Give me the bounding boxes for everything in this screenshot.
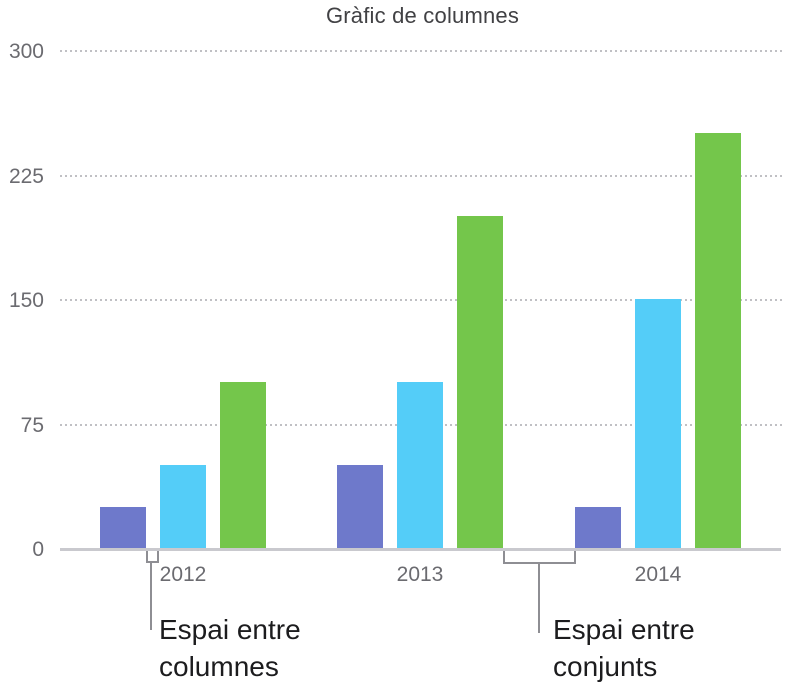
bar-series-3-2013 [457, 216, 503, 548]
chart-title: Gràfic de columnes [325, 3, 520, 28]
bar-series-1-2014 [575, 506, 621, 548]
y-tick-label: 225 [8, 164, 44, 188]
x-category-label: 2014 [634, 563, 682, 586]
gridline [60, 50, 783, 52]
bar-series-2-2014 [635, 299, 681, 548]
gridline [60, 299, 783, 301]
bar-series-2-2012 [160, 465, 206, 548]
bar-series-3-2014 [695, 133, 741, 548]
bar-series-1-2012 [100, 506, 146, 548]
callout-line: Espai entre [159, 614, 301, 645]
set-gap-label: Espai entre conjunts [553, 611, 695, 685]
set-gap-callout-line [538, 563, 540, 633]
callout-line: Espai entre [553, 614, 695, 645]
y-tick-label: 150 [8, 289, 44, 312]
x-axis-line [60, 548, 781, 551]
y-tick-label: 75 [20, 413, 44, 437]
gridline [60, 174, 783, 177]
x-category-label: 2013 [396, 563, 444, 586]
x-category-label: 2012 [159, 563, 207, 586]
callout-line: columnes [159, 651, 279, 682]
column-gap-bracket [146, 551, 159, 563]
bar-series-3-2012 [220, 382, 266, 548]
bar-series-2-2013 [397, 382, 443, 548]
callout-line: conjunts [553, 651, 658, 682]
bar-series-1-2013 [337, 465, 383, 548]
column-gap-label: Espai entre columnes [159, 611, 301, 685]
y-tick-label: 0 [32, 538, 44, 561]
y-tick-label: 300 [8, 40, 44, 63]
column-gap-callout-line [150, 562, 152, 630]
